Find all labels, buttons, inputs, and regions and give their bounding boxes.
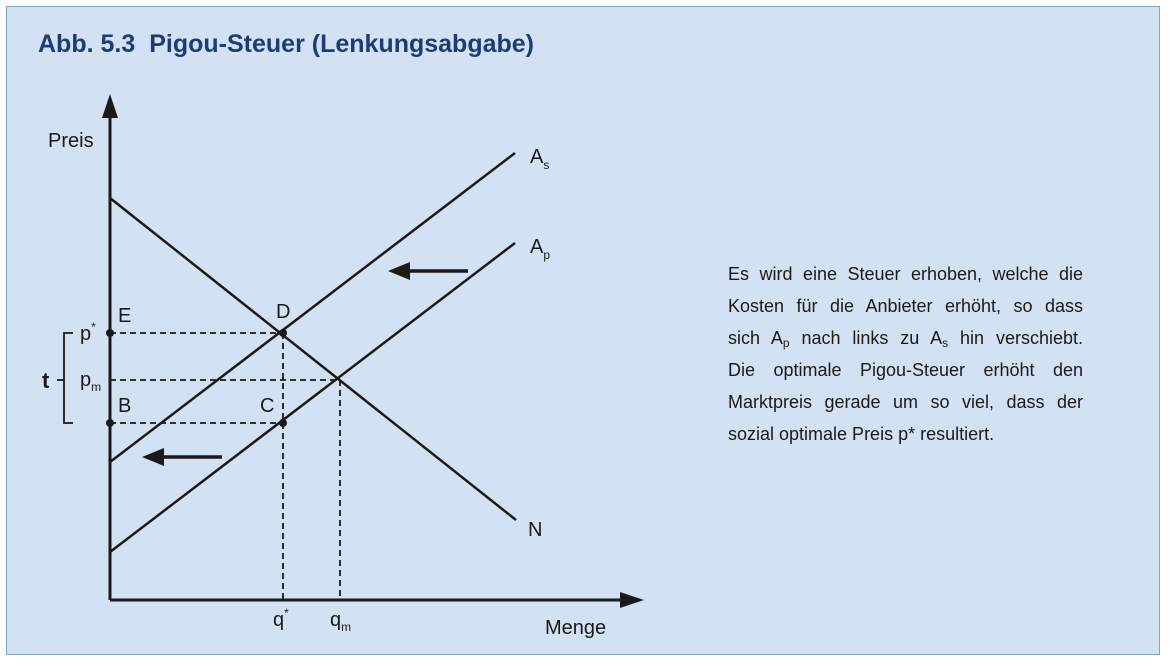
point-c-label: C: [260, 395, 274, 417]
tax-label: t: [42, 368, 50, 393]
shift-arrow-upper: [388, 262, 468, 280]
figure-number: Abb. 5.3: [38, 30, 136, 58]
shift-arrow-lower: [142, 448, 222, 466]
figure-title-text: Pigou-Steuer (Lenkungsabgabe): [149, 30, 535, 58]
point-e-label: E: [118, 305, 131, 327]
description-line-2: Kosten für die Anbieter erhöht, so dass: [728, 296, 1083, 316]
y-axis-label: Preis: [48, 130, 94, 152]
point-b-label: B: [118, 395, 131, 417]
tax-bracket: [63, 332, 73, 424]
private-supply-label: Ap: [530, 236, 550, 262]
p-star-label: p*: [80, 320, 96, 345]
demand-curve: [109, 197, 517, 521]
x-axis-arrowhead: [620, 592, 644, 608]
point-d-dot: [279, 329, 287, 337]
point-c-dot: [279, 419, 287, 427]
figure-title: Abb. 5.3 Pigou-Steuer (Lenkungsabgabe): [38, 30, 534, 59]
figure-box: [6, 6, 1160, 655]
description-line-4: Die optimale Pigou-Steuer erhöht den: [728, 360, 1083, 380]
description-line-5: Marktpreis gerade um so viel, dass der: [728, 392, 1083, 412]
q-star-label: q*: [273, 606, 289, 631]
x-axis-label: Menge: [545, 617, 606, 639]
p-m-label: pm: [80, 369, 101, 394]
social-supply-curve: [109, 152, 516, 463]
figure-description: Es wird eine Steuer erhoben, welche die …: [728, 258, 1083, 450]
social-supply-label: As: [530, 146, 549, 172]
demand-label: N: [528, 519, 542, 541]
point-b-dot: [106, 419, 114, 427]
description-line-6: sozial optimale Preis p* resultiert.: [728, 424, 995, 444]
private-supply-curve: [109, 242, 516, 553]
y-axis-arrowhead: [102, 94, 118, 118]
description-line-1: Es wird eine Steuer erhoben, welche die: [728, 264, 1083, 284]
point-d-label: D: [276, 301, 290, 323]
description-line-3: sich Ap nach links zu As hin verschiebt.: [728, 328, 1083, 350]
q-m-label: qm: [330, 609, 351, 634]
point-e-dot: [106, 329, 114, 337]
